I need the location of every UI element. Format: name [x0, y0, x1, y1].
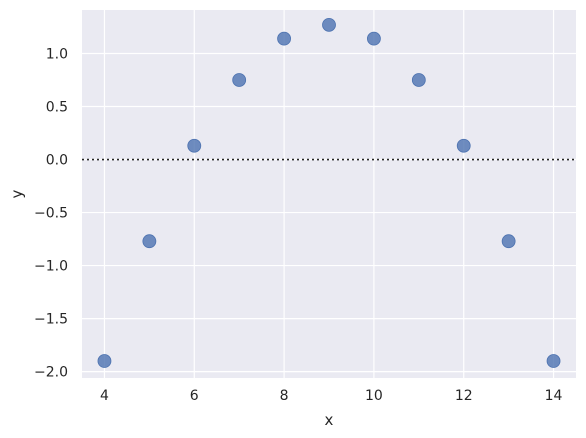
x-grid-lines: [103, 10, 555, 378]
data-point: [277, 31, 291, 46]
y-tick-label: −2.0: [34, 365, 68, 381]
data-point: [97, 354, 112, 368]
x-tick-labels: 4 6 8 10 12 14: [100, 388, 563, 404]
y-tick-label: −0.5: [34, 206, 68, 222]
data-point: [187, 138, 202, 153]
x-tick-label: 6: [190, 388, 199, 404]
data-point: [546, 354, 561, 368]
data-point: [367, 31, 381, 46]
data-point: [456, 138, 471, 153]
data-point: [411, 73, 426, 87]
data-point: [322, 17, 336, 32]
x-tick-label: 10: [365, 388, 383, 404]
x-axis-label: x: [325, 411, 334, 429]
plot-background: [82, 10, 576, 378]
y-tick-label: −1.5: [34, 312, 68, 328]
x-tick-label: 14: [545, 388, 563, 404]
data-points: [97, 17, 561, 368]
data-point: [232, 73, 247, 87]
y-tick-label: 1.0: [46, 46, 68, 62]
x-tick-label: 8: [280, 388, 289, 404]
y-tick-label: −1.0: [34, 259, 68, 275]
y-axis-label: y: [8, 189, 26, 198]
y-tick-labels: −2.0 −1.5 −1.0 −0.5 0.0 0.5 1.0: [34, 46, 68, 380]
x-tick-label: 4: [100, 388, 109, 404]
x-tick-label: 12: [455, 388, 473, 404]
data-point: [501, 234, 516, 249]
y-grid-lines: [82, 52, 576, 373]
data-point: [142, 234, 157, 249]
y-tick-label: 0.0: [46, 153, 68, 169]
y-tick-label: 0.5: [46, 100, 68, 116]
